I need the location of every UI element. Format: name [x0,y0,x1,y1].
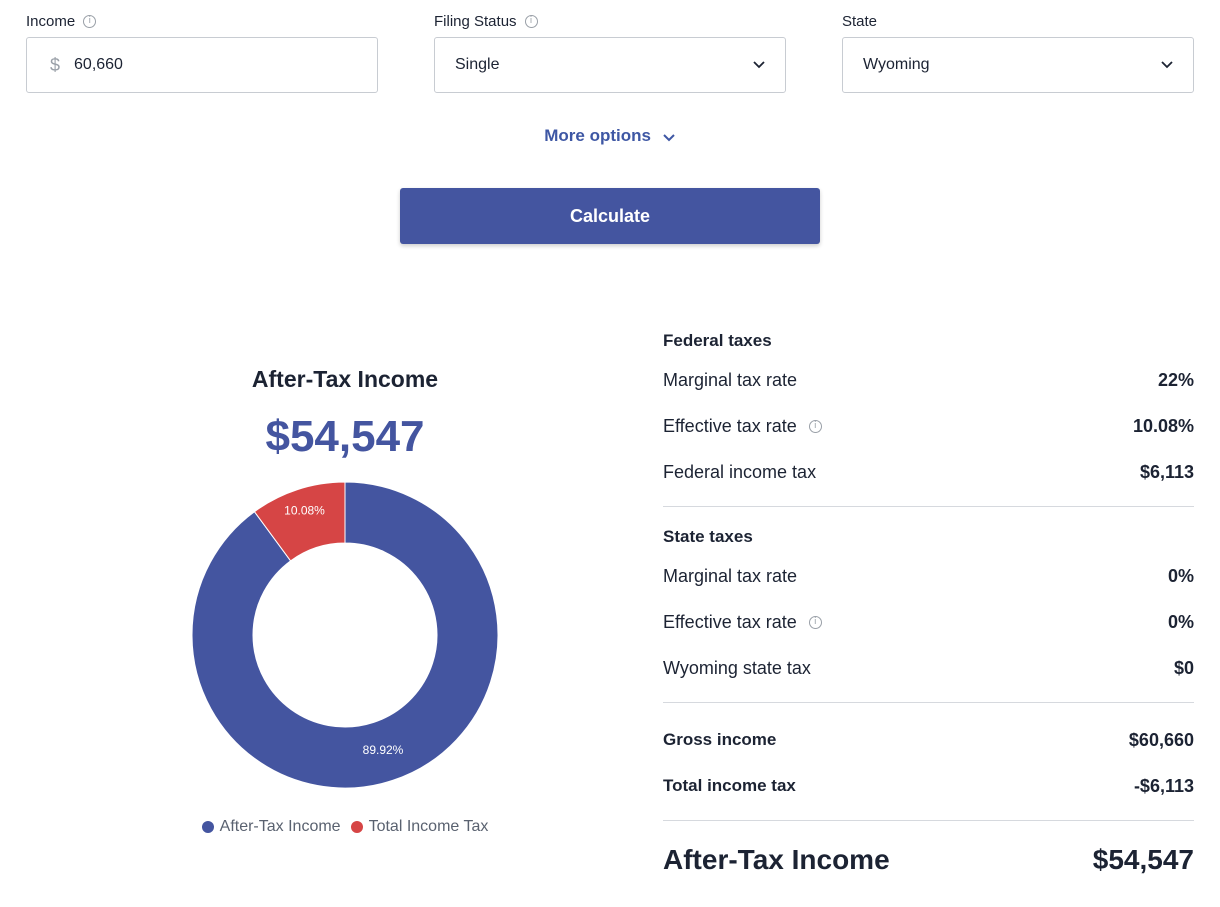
income-field-group: Income i $ 60,660 [26,10,378,93]
after-tax-amount: $54,547 [265,412,425,461]
state-field-group: State Wyoming [842,10,1194,93]
federal-marginal-rate-row: Marginal tax rate 22% [663,357,1194,403]
row-value: 0% [1167,611,1194,632]
currency-symbol: $ [50,54,61,75]
chart-title: After-Tax Income [251,366,439,392]
row-label: Marginal tax rate [663,565,798,586]
federal-income-tax-row: Federal income tax $6,113 [663,449,1194,495]
state-taxes-heading: State taxes [663,527,753,546]
info-icon[interactable]: i [808,615,822,629]
total-income-tax-row: Total income tax -$6,113 [663,763,1194,809]
row-label-wrap: Effective tax rate i [663,612,822,633]
row-value: $6,113 [1139,461,1194,482]
state-tax-row: Wyoming state tax $0 [663,645,1194,691]
row-value: -$6,113 [1133,775,1194,796]
state-label: State [842,12,878,30]
filing-status-field-group: Filing Status i Single [434,10,786,93]
row-value: 22% [1157,369,1194,390]
legend-item[interactable]: Total Income Tax [350,818,489,836]
row-label: Gross income [663,730,777,749]
slice-data-label: 10.08% [284,504,325,518]
divider [663,820,1194,821]
filing-status-label: Filing Status [434,12,517,30]
row-value: 10.08% [1132,415,1194,436]
row-value: $60,660 [1128,729,1194,750]
income-value[interactable]: 60,660 [74,56,123,73]
state-value: Wyoming [863,56,930,73]
filing-status-label-row: Filing Status i [434,10,786,32]
row-label-wrap: Effective tax rate i [663,416,822,437]
legend-label: After-Tax Income [219,818,341,835]
filing-status-select[interactable]: Single [434,37,786,93]
state-select[interactable]: Wyoming [842,37,1194,93]
divider [663,702,1194,703]
info-icon[interactable]: i [808,419,822,433]
final-label: After-Tax Income [663,844,890,875]
legend-dot-icon [350,821,363,833]
pie-slice-after-tax-income[interactable] [191,481,499,789]
row-label: Effective tax rate [663,611,797,632]
slice-data-label: 89.92% [363,743,404,757]
after-tax-income-row: After-Tax Income $54,547 [663,835,1194,885]
tax-breakdown-panel: Federal taxes Marginal tax rate 22% Effe… [663,325,1194,885]
federal-taxes-heading: Federal taxes [663,331,772,350]
row-label: Wyoming state tax [663,657,811,678]
info-icon[interactable]: i [524,14,538,28]
state-effective-rate-row: Effective tax rate i 0% [663,599,1194,645]
row-value: $0 [1173,657,1194,678]
state-label-row: State [842,10,1194,32]
chevron-down-icon [663,133,675,141]
filing-status-value: Single [455,56,500,73]
chart-legend: After-Tax Income Total Income Tax [145,818,545,836]
divider [663,506,1194,507]
donut-chart: 89.92% 10.08% [191,481,499,789]
income-label: Income [26,12,76,30]
calculate-button[interactable]: Calculate [400,188,820,244]
legend-label: Total Income Tax [368,818,489,835]
gross-income-row: Gross income $60,660 [663,717,1194,763]
row-label: Total income tax [663,776,796,795]
chevron-down-icon [1161,61,1173,69]
chevron-down-icon [753,61,765,69]
row-label: Federal income tax [663,461,817,482]
legend-item[interactable]: After-Tax Income [201,818,341,836]
row-label: Marginal tax rate [663,369,798,390]
state-marginal-rate-row: Marginal tax rate 0% [663,553,1194,599]
info-icon[interactable]: i [83,14,97,28]
income-input[interactable]: $ 60,660 [26,37,378,93]
legend-dot-icon [201,821,214,833]
federal-effective-rate-row: Effective tax rate i 10.08% [663,403,1194,449]
more-options-link[interactable]: More options [0,126,1220,146]
pie-slice-total-income-tax[interactable] [253,481,346,562]
final-value: $54,547 [1092,844,1194,875]
row-value: 0% [1167,565,1194,586]
row-label: Effective tax rate [663,415,797,436]
more-options-label: More options [544,126,651,145]
income-label-row: Income i [26,10,378,32]
